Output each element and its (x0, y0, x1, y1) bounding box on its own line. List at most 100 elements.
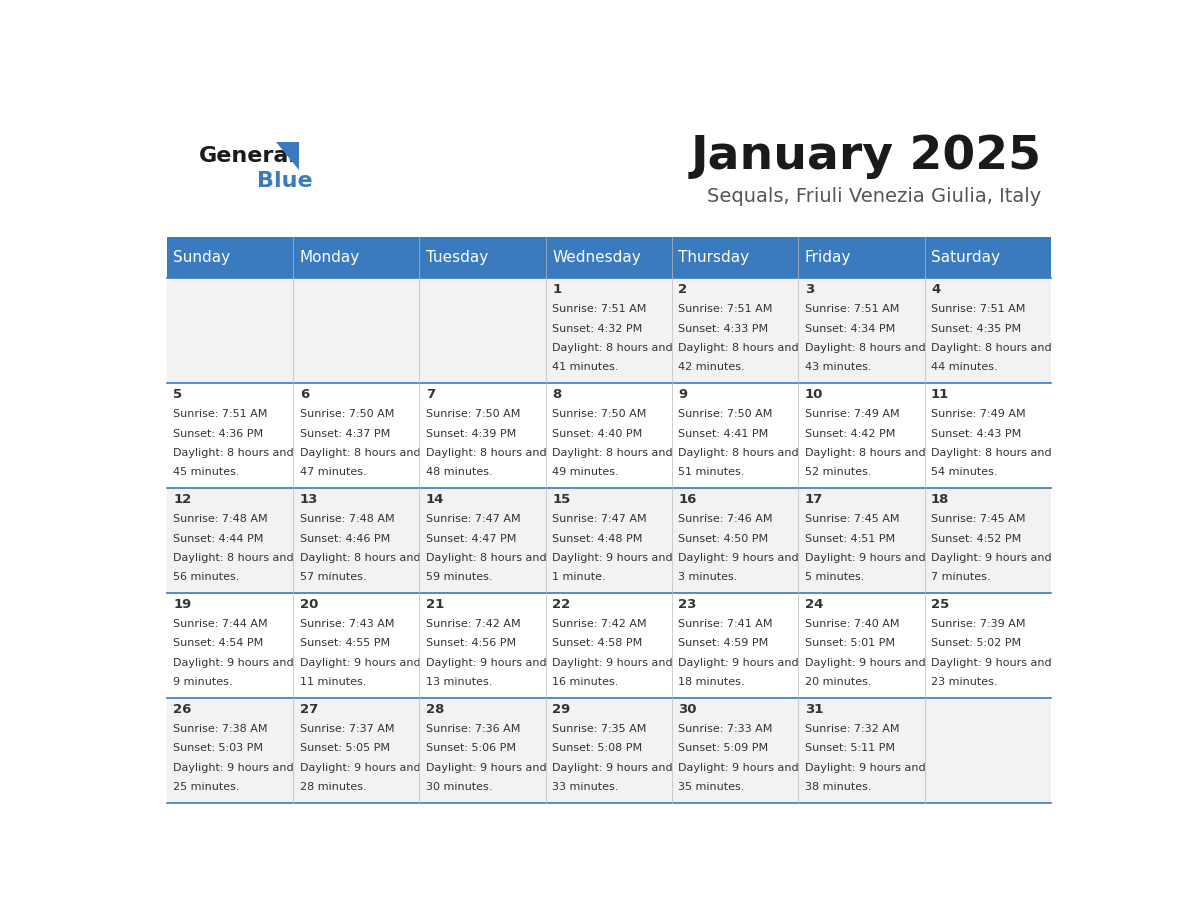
Text: Daylight: 9 hours and: Daylight: 9 hours and (552, 657, 672, 667)
Text: Sunset: 4:40 PM: Sunset: 4:40 PM (552, 429, 643, 439)
Text: 57 minutes.: 57 minutes. (299, 572, 366, 582)
Text: Sunset: 4:50 PM: Sunset: 4:50 PM (678, 533, 769, 543)
Text: 24: 24 (804, 598, 823, 611)
Text: 3: 3 (804, 284, 814, 297)
Text: Daylight: 8 hours and: Daylight: 8 hours and (552, 448, 672, 458)
Text: Sunrise: 7:51 AM: Sunrise: 7:51 AM (804, 305, 899, 315)
Bar (166, 238, 1051, 278)
Text: Daylight: 9 hours and: Daylight: 9 hours and (804, 763, 925, 773)
Text: 28: 28 (425, 703, 444, 716)
Text: 4: 4 (931, 284, 940, 297)
Text: Friday: Friday (804, 251, 851, 265)
Text: 7 minutes.: 7 minutes. (931, 572, 991, 582)
Text: Sunrise: 7:39 AM: Sunrise: 7:39 AM (931, 619, 1025, 629)
Text: 8: 8 (552, 388, 562, 401)
Text: 1 minute.: 1 minute. (552, 572, 606, 582)
Text: Sunrise: 7:48 AM: Sunrise: 7:48 AM (173, 514, 268, 524)
Text: Sunset: 4:42 PM: Sunset: 4:42 PM (804, 429, 895, 439)
Text: Tuesday: Tuesday (425, 251, 488, 265)
Text: Sunset: 4:37 PM: Sunset: 4:37 PM (299, 429, 390, 439)
Text: Daylight: 9 hours and: Daylight: 9 hours and (425, 763, 546, 773)
Text: 5: 5 (173, 388, 183, 401)
Text: Daylight: 8 hours and: Daylight: 8 hours and (678, 343, 800, 353)
Text: Sunrise: 7:41 AM: Sunrise: 7:41 AM (678, 619, 773, 629)
Text: 12: 12 (173, 493, 191, 506)
Text: Sunrise: 7:44 AM: Sunrise: 7:44 AM (173, 619, 268, 629)
Text: 11: 11 (931, 388, 949, 401)
Text: Daylight: 9 hours and: Daylight: 9 hours and (552, 553, 672, 563)
Text: Sunset: 4:33 PM: Sunset: 4:33 PM (678, 324, 769, 334)
Text: 25 minutes.: 25 minutes. (173, 782, 240, 792)
Text: 59 minutes.: 59 minutes. (425, 572, 492, 582)
Text: 20: 20 (299, 598, 318, 611)
Text: Daylight: 9 hours and: Daylight: 9 hours and (931, 657, 1051, 667)
Text: Sunset: 4:56 PM: Sunset: 4:56 PM (425, 638, 516, 648)
Text: Daylight: 8 hours and: Daylight: 8 hours and (425, 553, 546, 563)
Text: Daylight: 8 hours and: Daylight: 8 hours and (804, 448, 925, 458)
Text: Blue: Blue (257, 171, 312, 191)
Text: Sunrise: 7:49 AM: Sunrise: 7:49 AM (931, 409, 1025, 420)
Text: Daylight: 8 hours and: Daylight: 8 hours and (173, 448, 293, 458)
Bar (166, 488, 1051, 593)
Text: 16: 16 (678, 493, 697, 506)
Text: Daylight: 9 hours and: Daylight: 9 hours and (931, 553, 1051, 563)
Bar (166, 384, 1051, 488)
Text: 31: 31 (804, 703, 823, 716)
Text: Sunset: 4:34 PM: Sunset: 4:34 PM (804, 324, 895, 334)
Text: General: General (200, 146, 297, 166)
Text: 27: 27 (299, 703, 318, 716)
Text: Sunset: 4:32 PM: Sunset: 4:32 PM (552, 324, 643, 334)
Text: 33 minutes.: 33 minutes. (552, 782, 619, 792)
Text: 14: 14 (425, 493, 444, 506)
Text: Sunrise: 7:47 AM: Sunrise: 7:47 AM (425, 514, 520, 524)
Text: Sunset: 5:08 PM: Sunset: 5:08 PM (552, 744, 643, 754)
Text: Sunrise: 7:42 AM: Sunrise: 7:42 AM (552, 619, 646, 629)
Text: 15: 15 (552, 493, 570, 506)
Text: Daylight: 8 hours and: Daylight: 8 hours and (299, 553, 421, 563)
Text: 10: 10 (804, 388, 823, 401)
Text: Sunset: 4:39 PM: Sunset: 4:39 PM (425, 429, 516, 439)
Text: Sunset: 4:35 PM: Sunset: 4:35 PM (931, 324, 1022, 334)
Text: 20 minutes.: 20 minutes. (804, 677, 871, 687)
Text: Daylight: 8 hours and: Daylight: 8 hours and (804, 343, 925, 353)
Text: Sunrise: 7:46 AM: Sunrise: 7:46 AM (678, 514, 773, 524)
Text: Saturday: Saturday (931, 251, 1000, 265)
Text: Sunrise: 7:37 AM: Sunrise: 7:37 AM (299, 724, 394, 734)
Text: Sunset: 5:09 PM: Sunset: 5:09 PM (678, 744, 769, 754)
Text: Sunset: 4:55 PM: Sunset: 4:55 PM (299, 638, 390, 648)
Text: 29: 29 (552, 703, 570, 716)
Text: 48 minutes.: 48 minutes. (425, 467, 493, 477)
Text: 28 minutes.: 28 minutes. (299, 782, 366, 792)
Text: 44 minutes.: 44 minutes. (931, 363, 998, 373)
Polygon shape (276, 142, 298, 170)
Text: Sunrise: 7:36 AM: Sunrise: 7:36 AM (425, 724, 520, 734)
Text: Daylight: 9 hours and: Daylight: 9 hours and (425, 657, 546, 667)
Text: Daylight: 9 hours and: Daylight: 9 hours and (678, 763, 800, 773)
Text: Daylight: 8 hours and: Daylight: 8 hours and (678, 448, 800, 458)
Text: Sunrise: 7:49 AM: Sunrise: 7:49 AM (804, 409, 899, 420)
Text: 35 minutes.: 35 minutes. (678, 782, 745, 792)
Text: Sunrise: 7:50 AM: Sunrise: 7:50 AM (425, 409, 520, 420)
Text: 6: 6 (299, 388, 309, 401)
Text: Sunday: Sunday (173, 251, 230, 265)
Text: Sunset: 4:54 PM: Sunset: 4:54 PM (173, 638, 264, 648)
Text: Sunset: 5:11 PM: Sunset: 5:11 PM (804, 744, 895, 754)
Text: 1: 1 (552, 284, 561, 297)
Text: 23: 23 (678, 598, 697, 611)
Text: 17: 17 (804, 493, 823, 506)
Text: 13 minutes.: 13 minutes. (425, 677, 492, 687)
Text: 3 minutes.: 3 minutes. (678, 572, 738, 582)
Text: Daylight: 8 hours and: Daylight: 8 hours and (552, 343, 672, 353)
Text: Sunset: 5:01 PM: Sunset: 5:01 PM (804, 638, 895, 648)
Text: 49 minutes.: 49 minutes. (552, 467, 619, 477)
Text: Sunrise: 7:51 AM: Sunrise: 7:51 AM (678, 305, 773, 315)
Text: January 2025: January 2025 (690, 134, 1042, 179)
Text: Sunset: 5:05 PM: Sunset: 5:05 PM (299, 744, 390, 754)
Bar (166, 593, 1051, 698)
Text: 18 minutes.: 18 minutes. (678, 677, 745, 687)
Text: Daylight: 9 hours and: Daylight: 9 hours and (678, 553, 800, 563)
Text: Daylight: 9 hours and: Daylight: 9 hours and (804, 553, 925, 563)
Text: 19: 19 (173, 598, 191, 611)
Text: Daylight: 9 hours and: Daylight: 9 hours and (552, 763, 672, 773)
Text: Sunrise: 7:50 AM: Sunrise: 7:50 AM (552, 409, 646, 420)
